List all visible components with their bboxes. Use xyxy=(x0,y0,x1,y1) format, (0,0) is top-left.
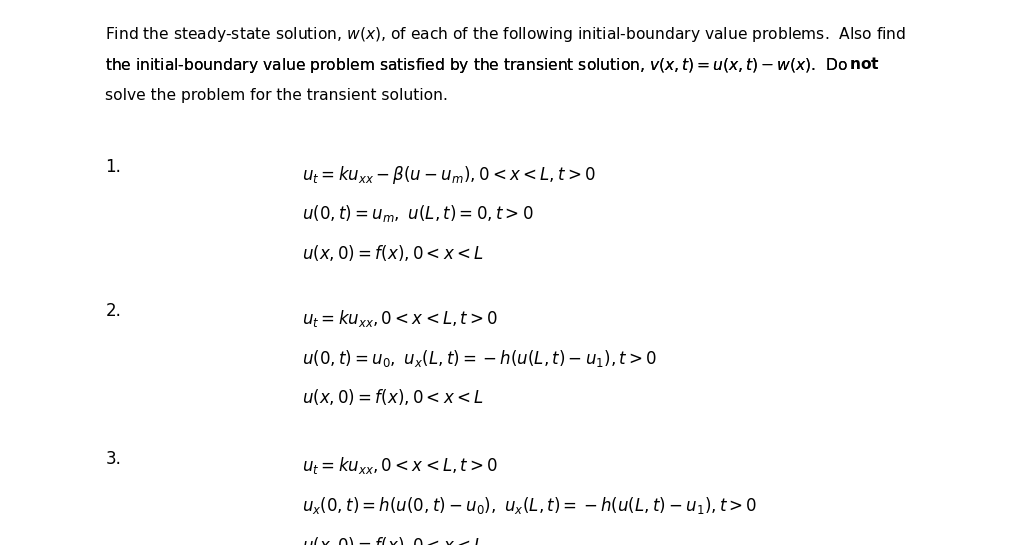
Text: Find the steady-state solution, $w(x)$, of each of the following initial-boundar: Find the steady-state solution, $w(x)$, … xyxy=(105,25,907,44)
Text: $u_t = ku_{xx}, 0 < x < L, t > 0$: $u_t = ku_{xx}, 0 < x < L, t > 0$ xyxy=(302,308,499,329)
Text: $u(x,0) = f(x), 0 < x < L$: $u(x,0) = f(x), 0 < x < L$ xyxy=(302,243,483,263)
Text: the initial-boundary value problem satisfied by the transient solution, $v(x,t) : the initial-boundary value problem satis… xyxy=(105,56,850,75)
Text: $u(0,t) = u_m, \ u(L,t) = 0, t > 0$: $u(0,t) = u_m, \ u(L,t) = 0, t > 0$ xyxy=(302,203,534,225)
Text: $u(x,0) = f(x), 0 < x < L$: $u(x,0) = f(x), 0 < x < L$ xyxy=(302,387,483,408)
Text: 2.: 2. xyxy=(105,302,122,320)
Text: $u_t = ku_{xx}, 0 < x < L, t > 0$: $u_t = ku_{xx}, 0 < x < L, t > 0$ xyxy=(302,455,499,476)
Text: 1.: 1. xyxy=(105,158,122,176)
Text: the initial-boundary value problem satisfied by the transient solution, $v(x,t) : the initial-boundary value problem satis… xyxy=(105,56,850,75)
Text: 3.: 3. xyxy=(105,450,122,468)
Text: $u(0,t) = u_0, \ u_x(L,t) = -h(u(L,t) - u_1), t > 0$: $u(0,t) = u_0, \ u_x(L,t) = -h(u(L,t) - … xyxy=(302,348,657,369)
Text: $u(x,0) = f(x), 0 < x < L$: $u(x,0) = f(x), 0 < x < L$ xyxy=(302,535,483,545)
Text: $u_t = ku_{xx} - \beta(u - u_m), 0 < x < L, t > 0$: $u_t = ku_{xx} - \beta(u - u_m), 0 < x <… xyxy=(302,164,596,185)
Text: $\mathbf{not}$: $\mathbf{not}$ xyxy=(850,56,881,72)
Text: $u_x(0,t) = h(u(0,t) - u_0), \ u_x(L,t) = -h(u(L,t) - u_1), t > 0$: $u_x(0,t) = h(u(0,t) - u_0), \ u_x(L,t) … xyxy=(302,495,758,516)
Text: solve the problem for the transient solution.: solve the problem for the transient solu… xyxy=(105,88,449,103)
